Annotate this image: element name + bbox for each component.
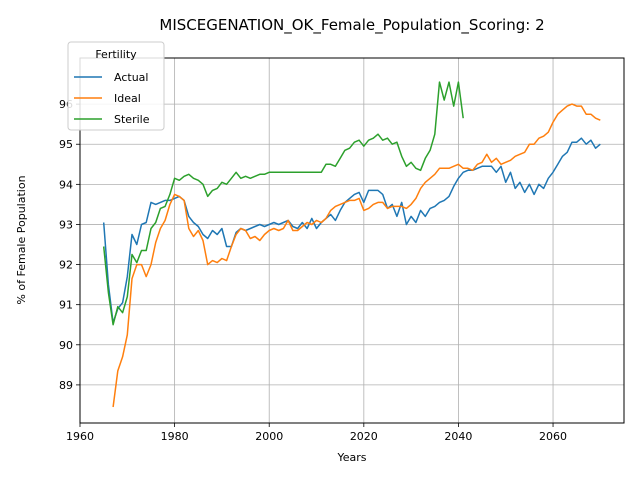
x-axis-ticks: 1960 1980 2000 2020 2040 2060 [66, 423, 567, 443]
y-tick-label: 93 [59, 218, 73, 231]
series-line-sterile [102, 81, 464, 326]
legend-label-ideal: Ideal [114, 92, 141, 105]
legend-label-actual: Actual [114, 71, 148, 84]
x-axis-label: Years [336, 451, 366, 464]
series-line-ideal [112, 103, 601, 408]
x-tick-label: 2020 [350, 430, 378, 443]
chart-title: MISCEGENATION_OK_Female_Population_Scori… [159, 16, 544, 35]
legend: Fertility Actual Ideal Sterile [67, 41, 165, 131]
x-tick-label: 2000 [255, 430, 283, 443]
series-line-actual [102, 137, 601, 324]
y-tick-label: 90 [59, 339, 73, 352]
legend-box [67, 41, 165, 131]
y-tick-label: 94 [59, 178, 73, 191]
x-tick-label: 1980 [161, 430, 189, 443]
series-lines [102, 81, 601, 408]
y-tick-label: 91 [59, 299, 73, 312]
plot-frame [79, 57, 625, 424]
y-tick-label: 92 [59, 259, 73, 272]
legend-label-sterile: Sterile [114, 113, 150, 126]
y-axis-label: % of Female Population [15, 175, 28, 304]
y-tick-label: 95 [59, 138, 73, 151]
y-tick-label: 89 [59, 379, 73, 392]
x-tick-label: 1960 [66, 430, 94, 443]
legend-title: Fertility [95, 48, 137, 61]
x-tick-label: 2060 [539, 430, 567, 443]
x-tick-label: 2040 [444, 430, 472, 443]
legend-items: Actual Ideal Sterile [74, 71, 150, 126]
